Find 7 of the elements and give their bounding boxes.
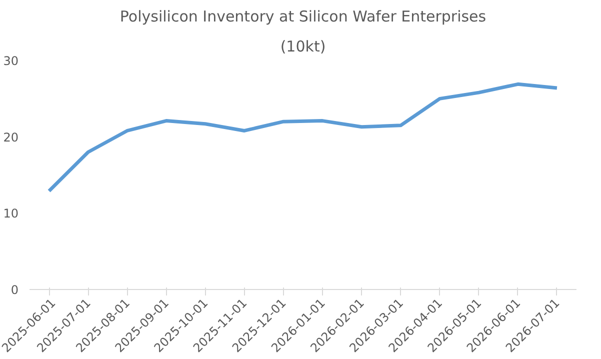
line-series bbox=[47, 82, 559, 193]
y-tick-label: 20 bbox=[3, 130, 19, 144]
chart-subtitle: (10kt) bbox=[280, 38, 326, 56]
y-tick-label: 0 bbox=[10, 283, 19, 297]
y-tick-label: 10 bbox=[3, 206, 19, 221]
chart-title: Polysilicon Inventory at Silicon Wafer Enterprises bbox=[120, 8, 486, 26]
y-tick-label: 30 bbox=[3, 54, 19, 68]
